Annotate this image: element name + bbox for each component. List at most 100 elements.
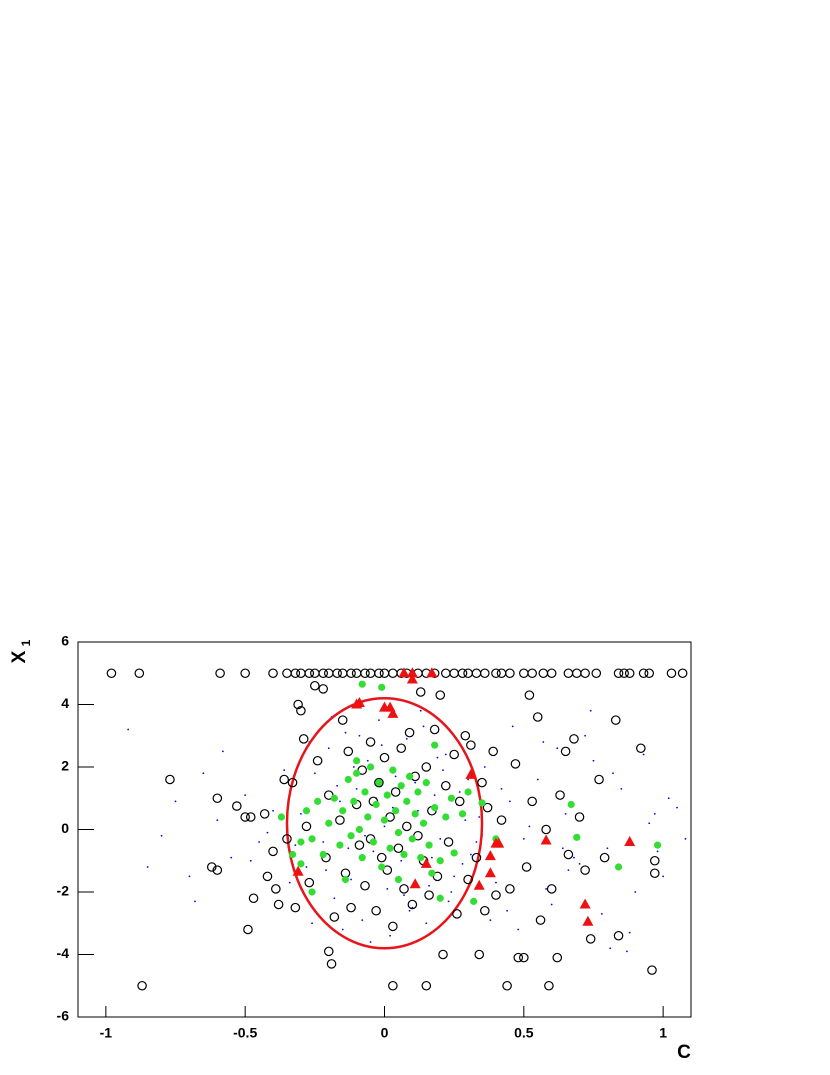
- green-point: [361, 788, 369, 796]
- green-point: [308, 835, 316, 843]
- circle-point: [580, 865, 590, 875]
- blue-dot: [311, 922, 313, 925]
- blue-dot: [352, 766, 355, 768]
- circle-point: [248, 893, 259, 904]
- green-point: [319, 850, 327, 859]
- circle-point: [206, 862, 217, 872]
- blue-dot: [366, 759, 369, 762]
- y-tick-label: 2: [61, 758, 69, 774]
- circle-point: [563, 668, 574, 679]
- green-point: [364, 813, 372, 821]
- blue-dot: [684, 837, 687, 840]
- circle-point: [388, 921, 398, 932]
- blue-dot: [333, 897, 336, 900]
- triangle-point: [387, 707, 399, 718]
- circle-point: [591, 668, 602, 679]
- circle-point: [491, 890, 501, 900]
- green-point: [378, 863, 386, 871]
- circle-point: [496, 815, 507, 825]
- blue-dot: [634, 891, 637, 893]
- blue-dot: [536, 778, 539, 781]
- blue-dot: [475, 841, 478, 843]
- triangle-point: [484, 850, 496, 861]
- circle-point: [374, 777, 384, 788]
- circle-point: [560, 746, 571, 757]
- green-point: [339, 807, 347, 815]
- blue-dot: [517, 928, 520, 931]
- circle-point: [538, 668, 549, 679]
- triangle-point: [406, 667, 418, 678]
- circle-point: [510, 759, 521, 769]
- blue-dot: [442, 769, 444, 772]
- blue-dot: [230, 856, 233, 859]
- circle-point: [134, 668, 145, 679]
- circle-point: [304, 877, 315, 888]
- green-point: [366, 763, 375, 771]
- circle-point: [555, 790, 565, 800]
- blue-dot: [567, 869, 570, 872]
- blue-dot: [511, 725, 514, 728]
- circle-point: [644, 668, 655, 679]
- blue-dot: [146, 866, 149, 868]
- circle-point: [491, 668, 501, 679]
- circle-point: [371, 905, 381, 916]
- circle-point: [438, 949, 448, 960]
- circle-point: [488, 746, 498, 757]
- blue-dot: [662, 875, 665, 878]
- circle-point: [360, 880, 370, 891]
- blue-dot: [600, 912, 603, 915]
- circle-point: [471, 668, 482, 679]
- circle-point: [435, 690, 446, 700]
- triangle-point: [490, 837, 502, 848]
- circle-point: [443, 837, 454, 847]
- circle-point: [243, 924, 253, 935]
- circle-point: [449, 749, 459, 760]
- circle-point: [460, 730, 471, 741]
- blue-dot: [545, 887, 548, 890]
- green-point: [567, 800, 575, 809]
- circle-point: [335, 815, 345, 825]
- circle-point: [496, 668, 507, 679]
- blue-dot: [380, 744, 383, 747]
- circle-point: [388, 980, 398, 991]
- blue-dot: [411, 906, 414, 909]
- blue-dot: [556, 747, 559, 750]
- triangle-point: [409, 878, 421, 889]
- blue-dot: [403, 894, 405, 897]
- blue-dot: [419, 709, 422, 712]
- blue-dot: [283, 769, 286, 772]
- y-axis-label: X: [9, 650, 30, 663]
- circle-point: [452, 909, 462, 919]
- x-tick-label: 0: [381, 1025, 389, 1041]
- blue-dot: [483, 766, 486, 768]
- blue-dot: [244, 794, 247, 797]
- blue-dot: [221, 750, 224, 753]
- circle-point: [407, 899, 418, 910]
- blue-dot: [467, 778, 469, 781]
- circle-point: [287, 777, 298, 788]
- circle-point: [541, 824, 551, 835]
- blue-dot: [127, 728, 130, 731]
- circle-point: [106, 668, 117, 679]
- circle-point: [677, 668, 688, 679]
- circle-point: [513, 952, 524, 963]
- circle-point: [624, 668, 635, 679]
- blue-dot: [313, 772, 316, 775]
- green-point: [653, 841, 662, 849]
- circle-point: [585, 934, 596, 944]
- blue-dot: [372, 850, 375, 853]
- circle-point: [474, 949, 485, 960]
- blue-dot: [160, 834, 163, 837]
- circle-point: [268, 846, 278, 857]
- triangle-point: [540, 834, 552, 845]
- blue-dot: [249, 859, 252, 862]
- circle-point: [638, 668, 649, 679]
- circle-point: [396, 743, 407, 754]
- circle-point: [332, 668, 342, 679]
- circle-point: [580, 668, 590, 679]
- circle-point: [401, 821, 412, 832]
- green-point: [302, 807, 311, 815]
- circle-point: [429, 724, 440, 735]
- blue-dot: [389, 934, 391, 937]
